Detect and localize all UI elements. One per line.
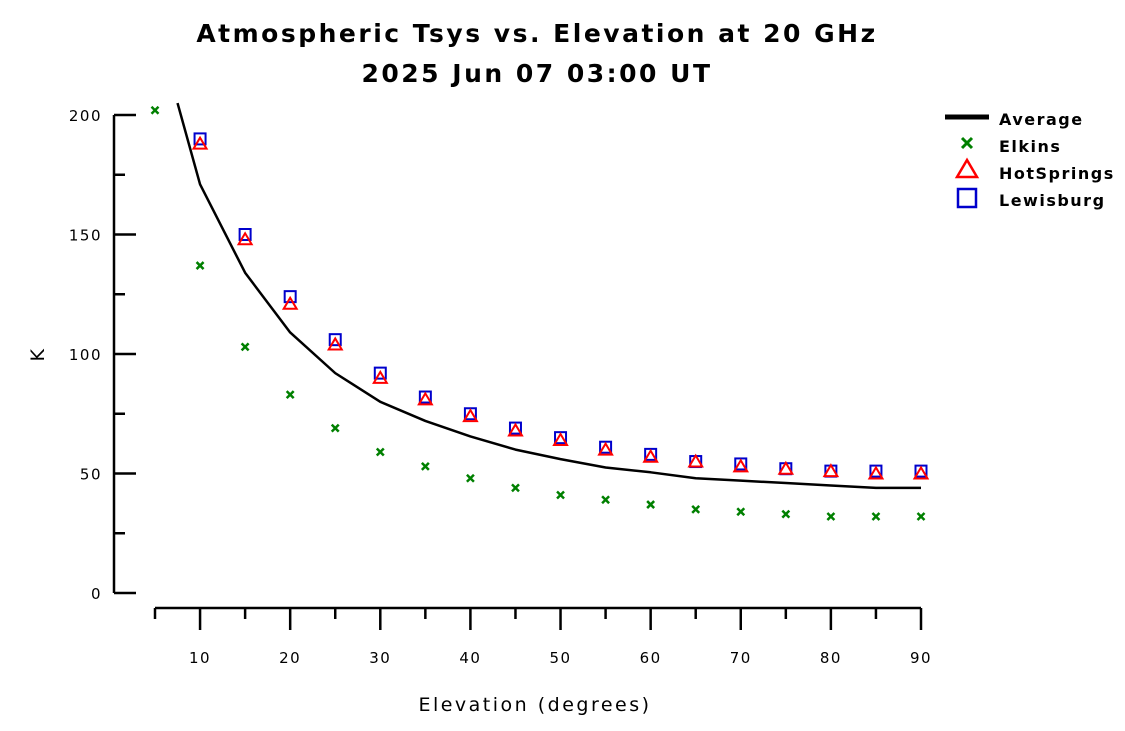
hotsprings-point — [687, 453, 704, 468]
lewisburg-point — [193, 132, 207, 146]
y-tick-label: 200 — [69, 107, 102, 125]
elkins-point — [195, 261, 205, 270]
hotsprings-point — [867, 465, 885, 480]
chart-subtitle: 2025 Jun 07 03:00 UT — [361, 59, 712, 88]
elkins-point — [646, 500, 656, 509]
lewisburg-point — [283, 290, 297, 304]
x-tick-label: 90 — [910, 649, 932, 667]
legend-lewisburg-square-icon — [956, 187, 978, 209]
legend-label-lewisburg: Lewisburg — [999, 191, 1106, 210]
legend-label-average: Average — [999, 110, 1084, 129]
hotsprings-point — [642, 448, 659, 463]
y-tick-label: 100 — [69, 346, 102, 364]
x-tick-label: 70 — [730, 649, 752, 667]
elkins-point — [691, 504, 701, 514]
y-tick-label: 50 — [80, 466, 102, 484]
y-tick-label: 0 — [91, 585, 102, 603]
y-axis-label: K — [27, 347, 49, 362]
x-tick-label: 30 — [369, 649, 391, 667]
elkins-point — [466, 473, 475, 483]
lewisburg-point — [238, 228, 252, 241]
plot-area — [150, 102, 930, 521]
elkins-point — [150, 105, 160, 115]
lewisburg-point — [373, 366, 387, 380]
y-axis: 0 50 100 150 200 — [69, 107, 136, 603]
x-tick-label: 20 — [279, 649, 301, 667]
lewisburg-point — [328, 333, 342, 347]
legend: Average Elkins HotSprings Lewisburg — [945, 110, 1115, 210]
x-tick-label: 60 — [640, 649, 662, 667]
elkins-point — [556, 490, 565, 500]
average-line — [176, 102, 921, 490]
elkins-point — [240, 342, 250, 352]
hotsprings-point — [507, 422, 524, 437]
elkins-point — [375, 447, 385, 457]
x-tick-label: 10 — [189, 649, 211, 667]
hotsprings-point — [326, 336, 344, 351]
x-tick-label: 40 — [459, 649, 481, 667]
x-axis-label: Elevation (degrees) — [418, 694, 651, 716]
y-tick-label: 150 — [69, 227, 102, 245]
x-tick-label: 50 — [549, 649, 571, 667]
elkins-point — [420, 461, 430, 471]
elkins-point — [330, 423, 340, 433]
elkins-point — [871, 512, 881, 521]
hotsprings-point — [191, 135, 209, 150]
legend-hotsprings-triangle-icon — [954, 157, 980, 179]
hotsprings-point — [777, 460, 795, 475]
elkins-point — [285, 390, 295, 400]
x-axis: 10 20 30 40 50 60 70 80 90 — [153, 606, 932, 667]
legend-elkins-x-icon — [960, 136, 974, 150]
hotsprings-point — [822, 463, 840, 478]
chart-title: Atmospheric Tsys vs. Elevation at 20 GHz — [196, 19, 877, 48]
legend-label-elkins: Elkins — [999, 137, 1061, 156]
hotsprings-point — [552, 432, 569, 447]
legend-label-hotsprings: HotSprings — [999, 164, 1115, 183]
elkins-point — [826, 512, 836, 521]
hotsprings-point — [236, 231, 254, 246]
hotsprings-point — [462, 408, 479, 423]
elkins-point — [781, 509, 791, 519]
elkins-point — [916, 512, 926, 521]
elkins-point — [601, 495, 610, 505]
elkins-point — [736, 507, 746, 517]
hotsprings-point — [372, 369, 389, 384]
hotsprings-point — [912, 465, 930, 480]
hotsprings-point — [417, 391, 434, 406]
hotsprings-point — [281, 295, 299, 310]
x-tick-label: 80 — [820, 649, 842, 667]
hotsprings-point — [732, 458, 750, 473]
hotsprings-point — [597, 441, 614, 456]
elkins-point — [511, 483, 520, 493]
